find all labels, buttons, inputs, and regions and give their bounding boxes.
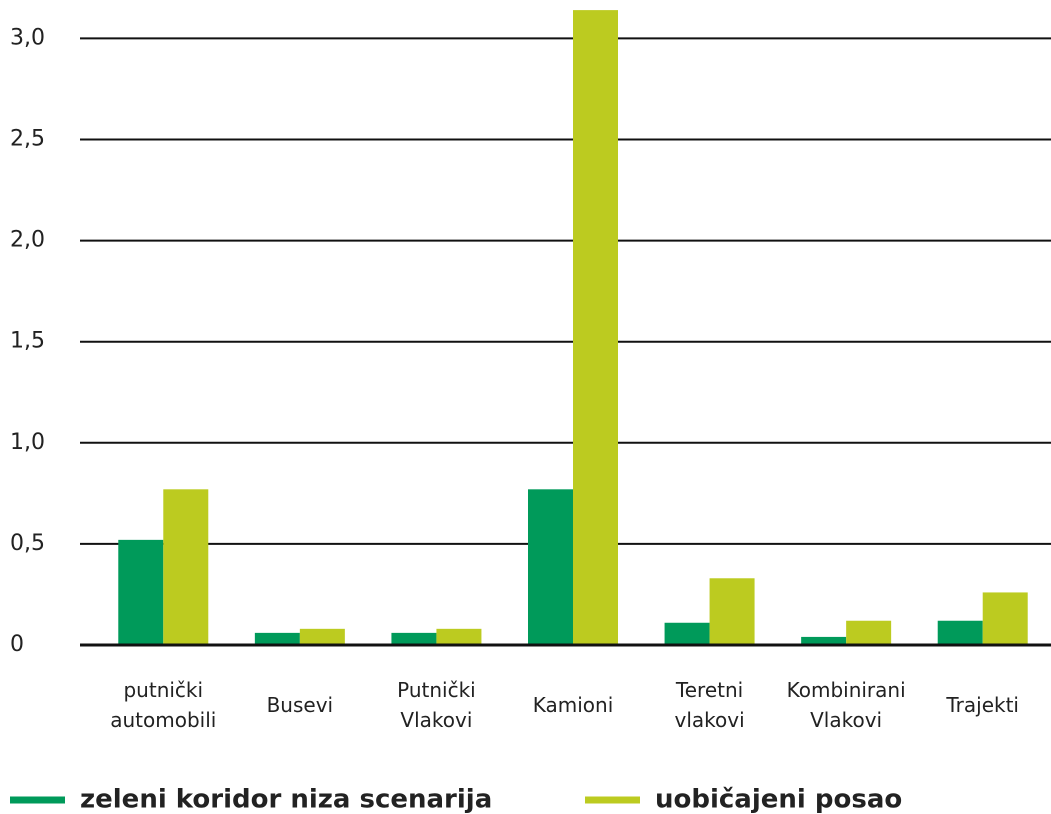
y-tick-label: 2,0: [10, 228, 45, 253]
y-tick-label: 3,0: [10, 25, 45, 50]
bar: [709, 578, 755, 645]
x-tick-label: putnički automobili: [110, 678, 217, 732]
bar: [391, 632, 437, 645]
bar: [299, 628, 345, 645]
bar: [573, 10, 618, 645]
y-tick-label: 0,5: [10, 531, 45, 556]
bar: [937, 620, 983, 645]
x-tick-label: Teretni vlakovi: [674, 678, 745, 732]
x-tick-label: Trajekti: [946, 693, 1019, 717]
x-tick-label: Putnički Vlakovi: [397, 678, 476, 732]
bar: [982, 592, 1028, 645]
x-tick-label: Kombinirani Vlakovi: [786, 678, 906, 732]
bar: [118, 539, 164, 645]
x-tick-label: Kamioni: [532, 693, 614, 717]
bar: [163, 489, 209, 645]
bar: [801, 636, 847, 645]
legend-label: zeleni koridor niza scenarija: [80, 785, 492, 814]
bar: [528, 489, 573, 645]
x-tick-label: Busevi: [266, 693, 334, 717]
bar: [254, 632, 300, 645]
y-tick-label: 1,5: [10, 329, 45, 354]
y-tick-label: 1,0: [10, 430, 45, 455]
legend-label: uobičajeni posao: [655, 785, 902, 814]
bar: [664, 622, 710, 645]
bar: [436, 628, 482, 645]
y-tick-label: 0: [10, 632, 24, 657]
bar: [846, 620, 892, 645]
y-tick-label: 2,5: [10, 127, 45, 152]
